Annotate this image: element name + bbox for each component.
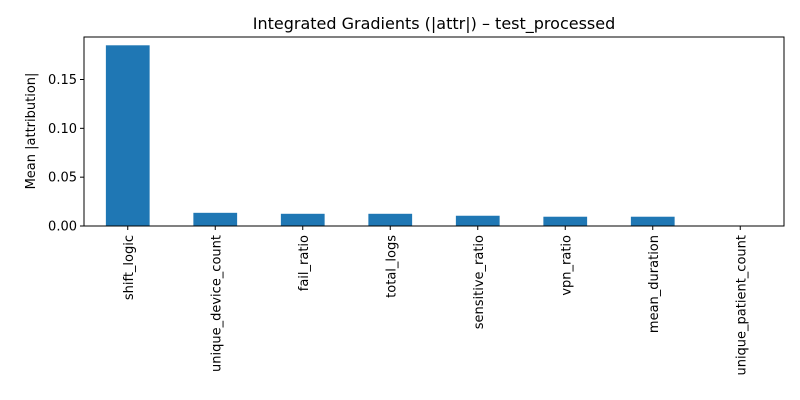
- y-axis-label: Mean |attribution|: [24, 73, 39, 190]
- bars-group: [105, 45, 763, 227]
- x-tick-label: fail_ratio: [297, 235, 312, 291]
- bar-mean_duration: [630, 216, 675, 226]
- bar-fail_ratio: [280, 213, 325, 226]
- y-tick-label: 0.00: [48, 220, 77, 235]
- y-tick-label: 0.10: [48, 122, 77, 137]
- x-tick-label: mean_duration: [647, 235, 662, 333]
- plot-frame: [83, 36, 785, 227]
- x-tick-label: shift_logic: [122, 235, 137, 300]
- x-tick-label: sensitive_ratio: [472, 235, 487, 329]
- bar-sensitive_ratio: [455, 215, 500, 226]
- bar-total_logs: [368, 213, 413, 226]
- y-tick-label: 0.15: [48, 73, 77, 88]
- x-tick-label: vpn_ratio: [559, 235, 574, 296]
- x-tick-label: total_logs: [384, 235, 399, 298]
- bar-vpn_ratio: [543, 216, 588, 226]
- bar-shift_logic: [105, 45, 150, 227]
- y-ticks-group: 0.00 0.05 0.10 0.15: [48, 73, 84, 235]
- y-tick-label: 0.05: [48, 171, 77, 186]
- chart-title: Integrated Gradients (|attr|) – test_pro…: [253, 14, 616, 34]
- x-tick-label: unique_patient_count: [734, 235, 749, 376]
- bar-unique_device_count: [193, 212, 238, 226]
- x-tick-label: unique_device_count: [209, 235, 224, 372]
- x-ticks-group: shift_logic unique_device_count fail_ratio…: [122, 226, 749, 376]
